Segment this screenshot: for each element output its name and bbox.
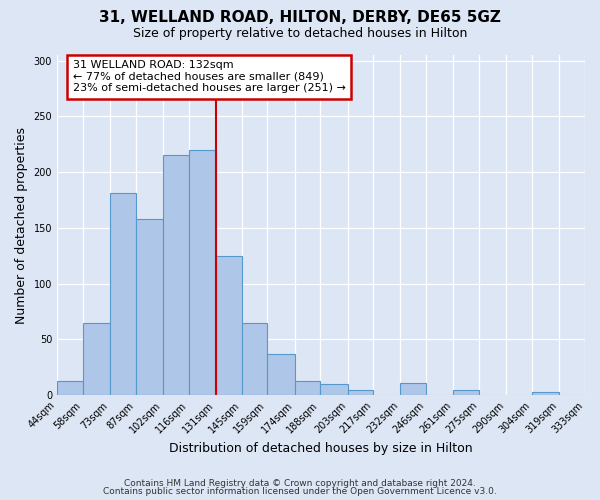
Bar [400,383,426,395]
Bar [295,380,320,395]
Bar [136,219,163,395]
Bar [216,256,242,395]
Bar [163,156,188,395]
Text: 31, WELLAND ROAD, HILTON, DERBY, DE65 5GZ: 31, WELLAND ROAD, HILTON, DERBY, DE65 5G… [99,10,501,25]
Text: Contains public sector information licensed under the Open Government Licence v3: Contains public sector information licen… [103,487,497,496]
X-axis label: Distribution of detached houses by size in Hilton: Distribution of detached houses by size … [169,442,473,455]
Bar [454,390,479,395]
Bar [242,322,267,395]
Text: Contains HM Land Registry data © Crown copyright and database right 2024.: Contains HM Land Registry data © Crown c… [124,478,476,488]
Bar [110,194,136,395]
Y-axis label: Number of detached properties: Number of detached properties [15,126,28,324]
Text: 31 WELLAND ROAD: 132sqm
← 77% of detached houses are smaller (849)
23% of semi-d: 31 WELLAND ROAD: 132sqm ← 77% of detache… [73,60,346,94]
Bar [267,354,295,395]
Bar [188,150,216,395]
Bar [57,380,83,395]
Bar [347,390,373,395]
Text: Size of property relative to detached houses in Hilton: Size of property relative to detached ho… [133,28,467,40]
Bar [320,384,347,395]
Bar [83,322,110,395]
Bar [532,392,559,395]
